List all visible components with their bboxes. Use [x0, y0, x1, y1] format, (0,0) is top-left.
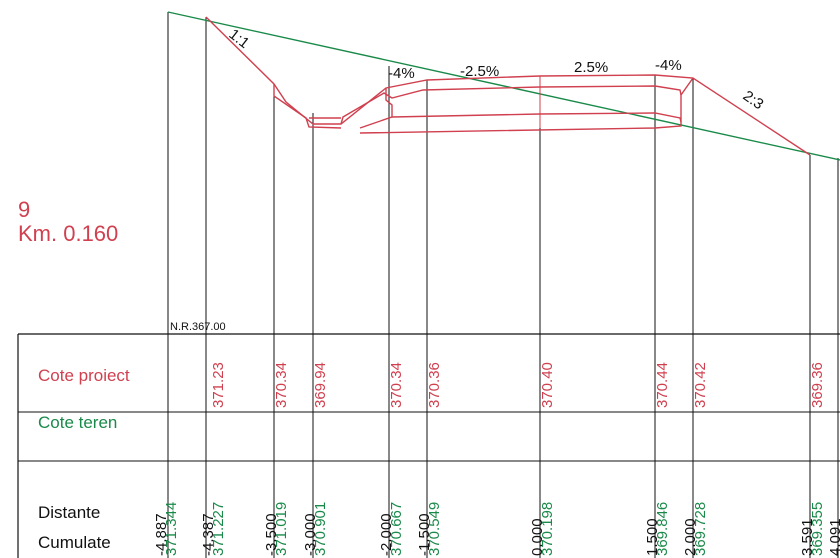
ditch-left-outline: [273, 84, 342, 129]
slope-label: 2.5%: [574, 59, 608, 76]
cote-teren-value: 370.901: [312, 502, 329, 556]
row-label-distante: Distante: [38, 503, 101, 522]
cote-teren-value: 370.667: [388, 502, 405, 556]
row-label-cote-teren: Cote teren: [38, 413, 118, 432]
slope-label: -4%: [655, 57, 682, 74]
section-number: 9: [18, 197, 31, 222]
pavement-layer-lower: [359, 112, 682, 129]
reference-level-label: N.R.367.00: [170, 321, 226, 333]
pavement-edge-left: [385, 88, 393, 117]
terrain-line: [167, 11, 840, 161]
cote-teren-value: 369.355: [809, 502, 826, 556]
cote-proiect-value: 370.42: [692, 362, 709, 408]
slope-label: -4%: [388, 65, 415, 82]
distance-value: 1.500: [644, 518, 661, 556]
section-title: 9 Km. 0.160: [18, 198, 118, 246]
section-km: Km. 0.160: [18, 221, 119, 246]
cote-teren-value: 371.344: [163, 502, 180, 556]
distance-value: -4.887: [153, 513, 170, 556]
distance-value: -4.387: [200, 513, 217, 556]
cote-proiect-value: 370.40: [539, 362, 556, 408]
cote-teren-value: 370.198: [539, 502, 556, 556]
slope-label: 2:3: [740, 87, 767, 113]
distance-value: -3.500: [263, 513, 280, 556]
cote-proiect-value: 370.34: [388, 362, 405, 408]
distance-value: 0.000: [529, 518, 546, 556]
cote-proiect-value: 369.94: [312, 362, 329, 408]
cote-proiect-value: 370.44: [654, 362, 671, 408]
cote-teren-value: 371.019: [273, 502, 290, 556]
row-label-cote-proiect: Cote proiect: [38, 366, 130, 385]
distance-value: -1.500: [416, 513, 433, 556]
cote-proiect-value: 369.36: [809, 362, 826, 408]
distance-value: 4.091: [827, 518, 840, 556]
cote-teren-value: 369.242: [837, 502, 840, 556]
distance-value: -2.000: [378, 513, 395, 556]
row-label-cumulate: Cumulate: [38, 533, 111, 552]
distance-value: 3.591: [799, 518, 816, 556]
cote-proiect-value: 370.36: [426, 362, 443, 408]
cote-proiect-value: 371.23: [210, 362, 227, 408]
distance-value: 2.000: [682, 518, 699, 556]
slope-label: -2.5%: [460, 63, 499, 80]
pavement-layer-upper: [340, 85, 682, 125]
project-surface-line: [205, 16, 811, 156]
distance-value: -3.000: [302, 513, 319, 556]
cote-teren-value: 369.728: [692, 502, 709, 556]
cote-teren-value: 371.227: [210, 502, 227, 556]
pavement-bottom-line: [359, 77, 694, 134]
cote-teren-value: 369.846: [654, 502, 671, 556]
cote-teren-value: 370.549: [426, 502, 443, 556]
cote-proiect-value: 370.34: [273, 362, 290, 408]
